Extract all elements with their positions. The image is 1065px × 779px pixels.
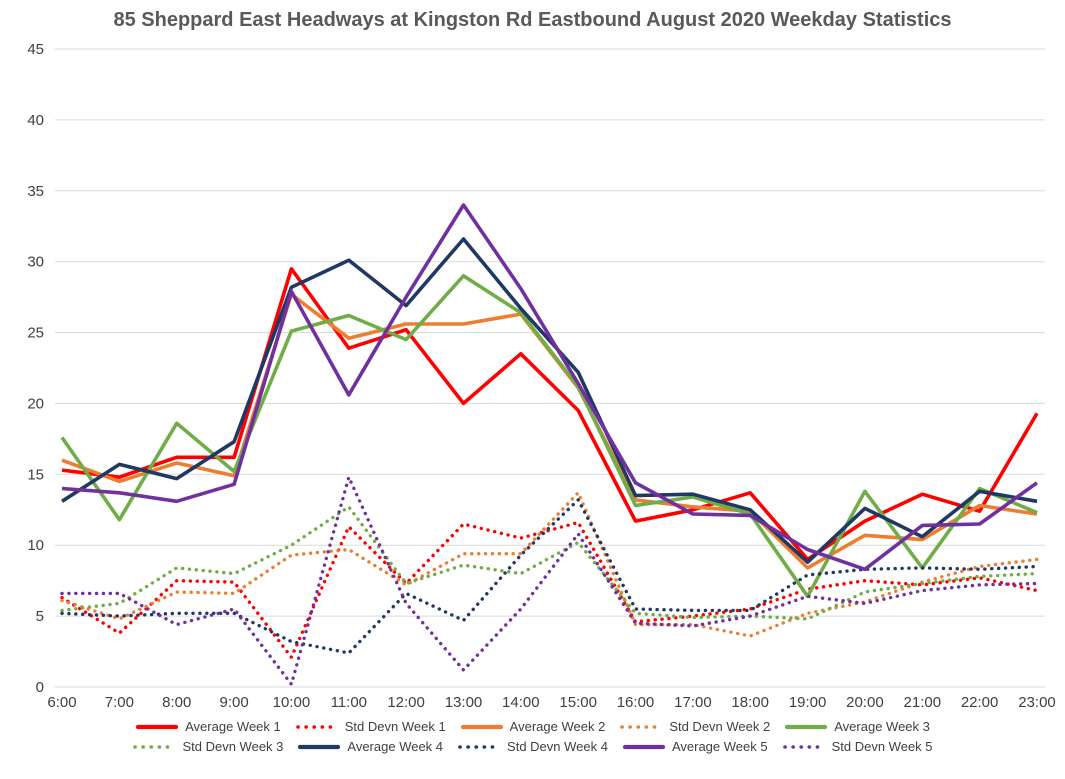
series-line-average-week-4 (61, 237, 1038, 565)
legend-label: Std Devn Week 1 (344, 719, 446, 734)
y-axis-tick-label: 20 (27, 395, 44, 412)
dotted-line-swatch-icon (782, 744, 825, 749)
y-axis-tick-label: 10 (27, 537, 44, 554)
solid-line-swatch-icon (460, 724, 503, 729)
legend-label: Std Devn Week 3 (182, 739, 284, 754)
y-axis-tick-label: 45 (27, 41, 44, 58)
legend-label: Std Devn Week 4 (507, 739, 608, 754)
solid-line-swatch-icon (298, 744, 341, 749)
series-line-std-devn-week-1 (60, 520, 1039, 659)
solid-line-swatch-icon (785, 724, 828, 729)
x-axis-tick-label: 8:00 (162, 694, 191, 711)
x-axis-tick-label: 17:00 (674, 694, 712, 711)
legend-item-average-week-4: Average Week 4 (290, 739, 450, 754)
legend-item-average-week-5: Average Week 5 (615, 739, 775, 754)
x-axis-tick-label: 19:00 (789, 694, 827, 711)
x-axis-tick-label: 10:00 (273, 694, 311, 711)
series-line-average-week-3 (60, 273, 1038, 599)
legend-item-std-devn-week-3: Std Devn Week 3 (125, 739, 290, 754)
x-axis-tick-label: 14:00 (502, 694, 540, 711)
y-axis-tick-label: 30 (27, 254, 44, 271)
x-axis-tick-label: 21:00 (904, 694, 942, 711)
dotted-line-swatch-icon (295, 724, 338, 729)
series-line-std-devn-week-4 (60, 498, 1039, 655)
chart-title: 85 Sheppard East Headways at Kingston Rd… (113, 9, 952, 31)
legend-label: Std Devn Week 2 (669, 719, 771, 734)
series-line-average-week-1 (61, 266, 1039, 562)
legend-item-average-week-1: Average Week 1 (128, 719, 288, 734)
y-axis-tick-label: 5 (36, 608, 44, 625)
legend-label: Average Week 5 (671, 739, 768, 754)
x-axis-tick-label: 22:00 (961, 694, 999, 711)
series-line-std-devn-week-5 (60, 475, 1039, 686)
dotted-line-swatch-icon (458, 744, 500, 749)
legend-item-std-devn-week-4: Std Devn Week 4 (450, 739, 615, 754)
y-axis-tick-label: 40 (27, 112, 44, 129)
x-axis-tick-label: 6:00 (47, 694, 76, 711)
x-axis-tick-label: 15:00 (559, 694, 597, 711)
dotted-line-swatch-icon (620, 724, 663, 729)
x-axis-tick-label: 13:00 (445, 694, 483, 711)
x-axis-tick-label: 18:00 (731, 694, 769, 711)
series-line-std-devn-week-3 (60, 505, 1039, 621)
legend-label: Average Week 4 (347, 739, 444, 754)
y-axis-tick-label: 15 (27, 466, 44, 483)
legend-label: Std Devn Week 5 (831, 739, 933, 754)
y-axis-tick-label: 25 (27, 325, 44, 342)
chart-legend: Average Week 1 Std Devn Week 1 Average Wee… (0, 719, 1065, 754)
legend-label: Average Week 1 (185, 719, 281, 734)
x-axis-tick-label: 16:00 (617, 694, 655, 711)
y-axis-tick-label: 35 (27, 183, 44, 200)
x-axis-tick-label: 23:00 (1018, 694, 1056, 711)
series-line-average-week-5 (61, 203, 1039, 572)
legend-item-average-week-3: Average Week 3 (777, 719, 937, 734)
legend-item-std-devn-week-2: Std Devn Week 2 (612, 719, 777, 734)
x-axis-tick-label: 7:00 (105, 694, 134, 711)
dotted-line-swatch-icon (133, 744, 176, 749)
solid-line-swatch-icon (136, 724, 179, 729)
legend-item-average-week-2: Average Week 2 (453, 719, 613, 734)
legend-item-std-devn-week-1: Std Devn Week 1 (288, 719, 453, 734)
x-axis-tick-label: 11:00 (331, 694, 367, 711)
legend-row-1: Average Week 1 Std Devn Week 1 Average Wee… (128, 719, 937, 734)
legend-label: Average Week 2 (509, 719, 606, 734)
legend-row-2: Std Devn Week 3 Average Week 4 Std Devn We… (125, 739, 939, 754)
x-axis-tick-label: 9:00 (219, 694, 248, 711)
y-axis-tick-label: 0 (36, 679, 44, 696)
legend-item-std-devn-week-5: Std Devn Week 5 (775, 739, 940, 754)
x-axis-tick-label: 12:00 (387, 694, 425, 711)
legend-label: Average Week 3 (834, 719, 930, 734)
series-line-std-devn-week-2 (60, 491, 1039, 638)
x-axis-tick-label: 20:00 (846, 694, 884, 711)
solid-line-swatch-icon (622, 744, 666, 749)
